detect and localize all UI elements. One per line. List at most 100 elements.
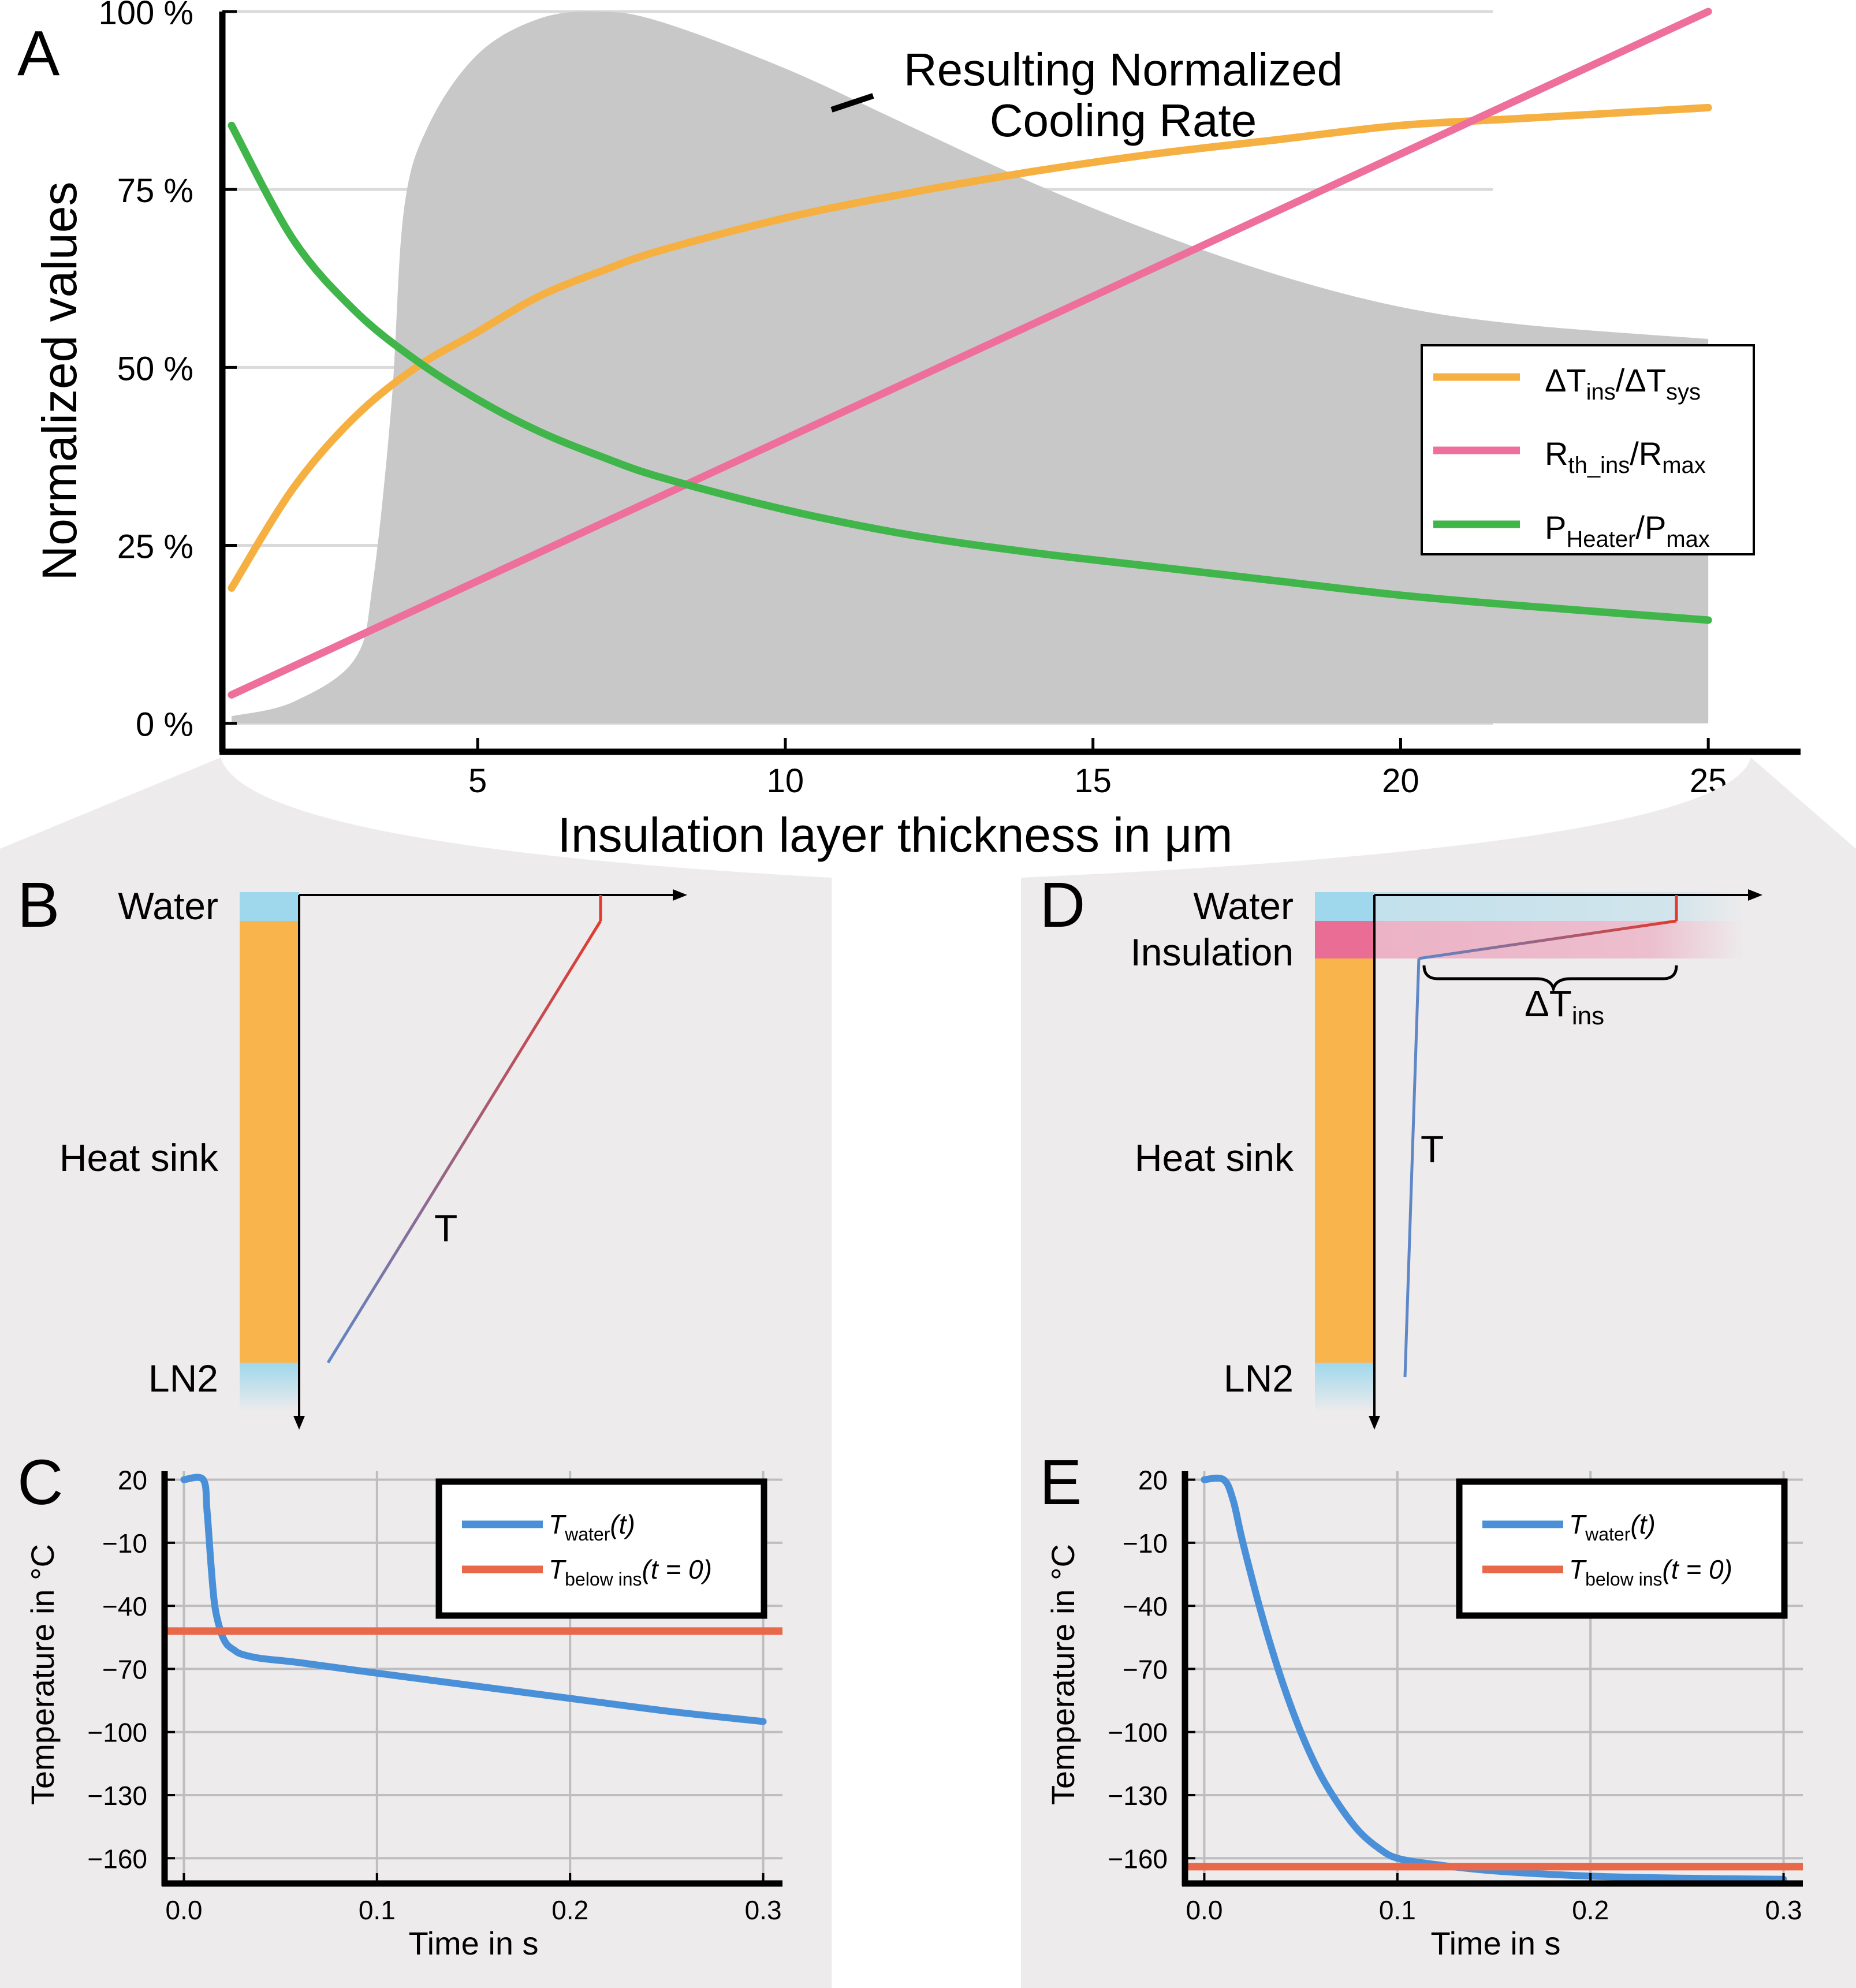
y-tick-label: −10 bbox=[1123, 1528, 1168, 1558]
insulation-layer-d bbox=[1315, 921, 1374, 958]
legend-label-water-c: Twater(t) bbox=[549, 1509, 635, 1545]
series-line-r bbox=[228, 8, 1712, 699]
x-tick-label: 10 bbox=[767, 762, 804, 800]
depth-arrow-b bbox=[293, 1416, 305, 1430]
insulation-label-d: Insulation bbox=[1130, 931, 1294, 974]
ln2-label-b: LN2 bbox=[148, 1357, 218, 1400]
water-temperature-line-e bbox=[1201, 1474, 1787, 1883]
ln2-label-d: LN2 bbox=[1224, 1357, 1294, 1400]
t-label-d: T bbox=[1421, 1128, 1444, 1170]
panel-label-d: D bbox=[1039, 870, 1085, 941]
panel-label-c: C bbox=[17, 1447, 63, 1518]
x-tick-label: 20 bbox=[1382, 762, 1419, 800]
x-axis-label-e: Time in s bbox=[1430, 1925, 1560, 1961]
panel-d: D Water Insulation Heat sink LN2 ΔTins T bbox=[1039, 870, 1762, 1430]
temp-arrow-d bbox=[1748, 889, 1762, 901]
legend-e: Twater(t) Tbelow ins(t = 0) bbox=[1456, 1478, 1788, 1619]
temperature-profile-b bbox=[326, 920, 602, 1364]
panel-e: E 20 −10 −40 −70 −100 −130 −160 0.0 0.1 0.2 0.3 Te… bbox=[1039, 1447, 1803, 1961]
y-tick-label: −160 bbox=[87, 1844, 147, 1874]
y-axis-label-c: Temperature in °C bbox=[24, 1544, 61, 1805]
ticks-c: 20 −10 −40 −70 −100 −130 −160 0.0 0.1 0.2 0.3 bbox=[87, 1465, 781, 1925]
heat-sink-label-b: Heat sink bbox=[59, 1136, 219, 1179]
panel-b: B Water Heat sink LN2 T bbox=[17, 870, 687, 1430]
cooling-rate-area bbox=[231, 11, 1709, 723]
x-tick-label: 15 bbox=[1074, 762, 1112, 800]
y-tick-label: −40 bbox=[102, 1591, 147, 1621]
gridlines-c bbox=[165, 1471, 782, 1883]
panel-label-e: E bbox=[1039, 1447, 1082, 1518]
legend-c: Twater(t) Tbelow ins(t = 0) bbox=[435, 1478, 767, 1619]
y-tick-label: 50 % bbox=[117, 350, 193, 387]
insulation-temp-profile-d bbox=[1418, 919, 1677, 960]
legend-box-c bbox=[435, 1478, 767, 1619]
y-tick-label: 0 % bbox=[136, 706, 193, 744]
x-tick-label: 0.1 bbox=[1379, 1895, 1416, 1925]
series-e bbox=[1185, 1474, 1803, 1883]
y-tick-label: 25 % bbox=[117, 528, 193, 566]
water-layer-d bbox=[1315, 892, 1374, 921]
series-c bbox=[165, 1474, 782, 1725]
ticks-a: 0 %25 %50 %75 %100 %5 10 15 20 25 bbox=[99, 0, 1727, 800]
y-tick-label: 20 bbox=[118, 1465, 147, 1495]
y-tick-label: −40 bbox=[1123, 1591, 1168, 1621]
water-temperature-line-c bbox=[180, 1474, 767, 1725]
series-a bbox=[228, 8, 1712, 699]
y-tick-label: −10 bbox=[102, 1528, 147, 1558]
x-tick-label: 5 bbox=[468, 762, 487, 800]
water-label-b: Water bbox=[118, 885, 218, 927]
y-tick-label: 20 bbox=[1138, 1465, 1168, 1495]
water-band-d bbox=[1374, 892, 1744, 921]
ticks-e: 20 −10 −40 −70 −100 −130 −160 0.0 0.1 0.2 0.3 bbox=[1108, 1465, 1802, 1925]
delta-t-ins-label: ΔTins bbox=[1525, 983, 1604, 1030]
legend-label-dt: ΔTins/ΔTsys bbox=[1545, 362, 1701, 405]
ln2-layer-d bbox=[1315, 1363, 1374, 1412]
annotation-line-1: Resulting Normalized bbox=[904, 44, 1343, 95]
heat-sink-layer-b bbox=[240, 921, 299, 1363]
water-label-d: Water bbox=[1193, 885, 1294, 927]
annotation-pointer bbox=[830, 93, 874, 113]
x-tick-label: 0.2 bbox=[551, 1895, 588, 1925]
y-axis-label-e: Temperature in °C bbox=[1045, 1544, 1081, 1805]
x-tick-label: 0.0 bbox=[165, 1895, 202, 1925]
y-tick-label: −100 bbox=[87, 1718, 147, 1748]
ln2-layer-b bbox=[240, 1363, 299, 1412]
y-tick-label: −100 bbox=[1108, 1718, 1168, 1748]
y-tick-label: 75 % bbox=[117, 172, 193, 210]
panel-a: A 0 %25 %50 %75 %100 %5 10 15 20 25 Normaliz… bbox=[17, 0, 1801, 862]
legend-label-water-e: Twater(t) bbox=[1569, 1509, 1656, 1545]
y-tick-label: −160 bbox=[1108, 1844, 1168, 1874]
x-tick-label: 0.3 bbox=[1765, 1895, 1802, 1925]
depth-arrow-d bbox=[1369, 1416, 1380, 1430]
series-line-dt bbox=[228, 103, 1712, 592]
heat-sink-label-d: Heat sink bbox=[1135, 1136, 1294, 1179]
zoom-background-right bbox=[1021, 758, 1856, 1988]
legend-label-below-c: Tbelow ins(t = 0) bbox=[549, 1554, 712, 1590]
t-label-b: T bbox=[434, 1207, 457, 1250]
panel-label-a: A bbox=[17, 18, 60, 89]
y-tick-label: −70 bbox=[1123, 1654, 1168, 1684]
y-tick-label: −130 bbox=[87, 1781, 147, 1811]
water-layer-b bbox=[240, 892, 299, 921]
temp-arrow-b bbox=[673, 889, 687, 901]
heat-sink-temp-profile-d bbox=[1403, 958, 1421, 1378]
x-tick-label: 0.3 bbox=[745, 1895, 782, 1925]
delta-brace bbox=[1422, 965, 1678, 994]
x-tick-label: 0.1 bbox=[359, 1895, 396, 1925]
annotation-line-2: Cooling Rate bbox=[990, 95, 1257, 146]
legend-label-below-e: Tbelow ins(t = 0) bbox=[1569, 1554, 1732, 1590]
y-tick-label: −130 bbox=[1108, 1781, 1168, 1811]
y-axis-label-a: Normalized values bbox=[32, 182, 87, 581]
y-tick-label: −70 bbox=[102, 1654, 147, 1684]
x-axis-label-a: Insulation layer thickness in μm bbox=[558, 808, 1233, 862]
y-tick-label: 100 % bbox=[99, 0, 193, 32]
zoom-background-left bbox=[0, 758, 832, 1988]
series-line-p bbox=[228, 121, 1712, 624]
panel-label-b: B bbox=[17, 870, 59, 941]
panel-c: C 20 −10 −40 −70 −100 −130 −160 0.0 0.1 0.2 0.3 Te… bbox=[17, 1447, 782, 1961]
legend-label-r: Rth_ins/Rmax bbox=[1545, 435, 1706, 478]
x-tick-label: 0.2 bbox=[1572, 1895, 1609, 1925]
heat-sink-layer-d bbox=[1315, 958, 1374, 1363]
legend-label-p: PHeater/Pmax bbox=[1545, 509, 1710, 552]
legend-a: ΔTins/ΔTsys Rth_ins/Rmax PHeater/Pmax bbox=[1421, 344, 1755, 555]
